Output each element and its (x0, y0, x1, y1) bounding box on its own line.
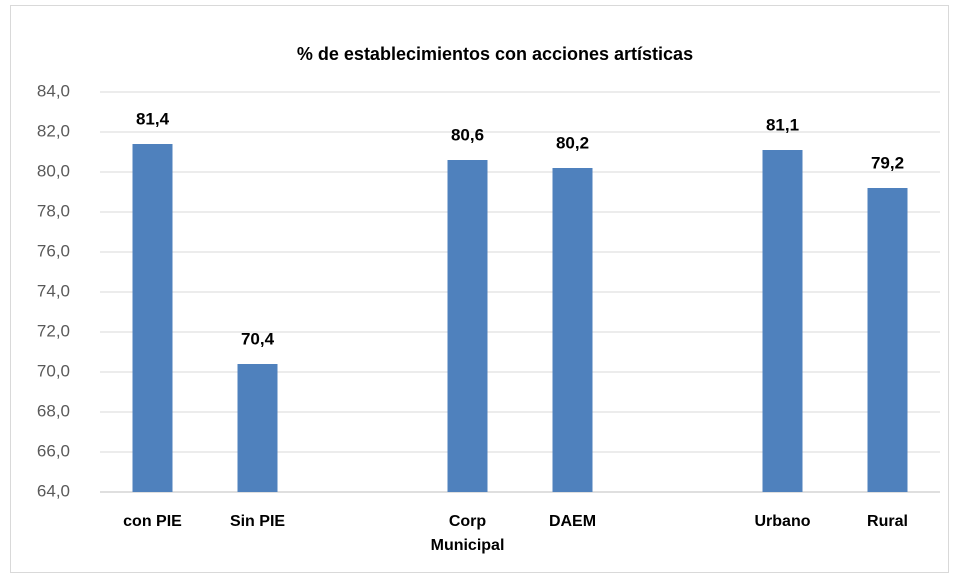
y-tick-label: 84,0 (37, 81, 70, 100)
y-tick-label: 78,0 (37, 201, 70, 220)
bar (132, 144, 173, 492)
data-label: 81,4 (136, 109, 170, 128)
data-label: 80,6 (451, 125, 484, 144)
bar (867, 188, 908, 492)
bar (762, 150, 803, 492)
chart-title: % de establecimientos con acciones artís… (297, 44, 693, 64)
bar (237, 364, 278, 492)
data-label: 80,2 (556, 133, 589, 152)
y-tick-label: 82,0 (37, 121, 70, 140)
x-tick-label: Rural (867, 513, 908, 530)
data-label: 81,1 (766, 115, 799, 134)
x-tick-label: con PIE (123, 513, 182, 530)
y-tick-label: 68,0 (37, 401, 70, 420)
y-tick-label: 76,0 (37, 241, 70, 260)
y-tick-label: 80,0 (37, 161, 70, 180)
x-tick-label: Corp Municipal (431, 513, 505, 554)
y-tick-label: 66,0 (37, 441, 70, 460)
x-tick-label: DAEM (549, 513, 596, 530)
data-label: 79,2 (871, 153, 904, 172)
bar (447, 160, 488, 492)
y-tick-label: 72,0 (37, 321, 70, 340)
data-label: 70,4 (241, 329, 275, 348)
y-tick-label: 70,0 (37, 361, 70, 380)
y-tick-label: 64,0 (37, 481, 70, 500)
y-tick-label: 74,0 (37, 281, 70, 300)
x-tick-label: Sin PIE (230, 513, 285, 530)
x-tick-label: Urbano (755, 513, 811, 530)
bar (552, 168, 593, 492)
